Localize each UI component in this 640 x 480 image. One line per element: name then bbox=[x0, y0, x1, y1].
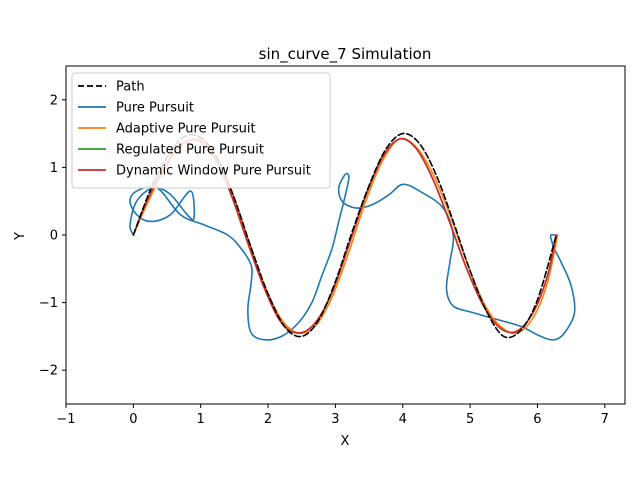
legend-label: Dynamic Window Pure Pursuit bbox=[116, 164, 311, 179]
ticks: −1 0 1 2 3 4 5 6 7 −2 −1 0 1 2 bbox=[39, 93, 609, 427]
x-tick-label: 5 bbox=[466, 412, 474, 427]
legend-label: Regulated Pure Pursuit bbox=[116, 143, 264, 158]
x-tick-label: 6 bbox=[533, 412, 541, 427]
y-tick-label: 0 bbox=[50, 229, 58, 244]
x-tick-label: 7 bbox=[601, 412, 609, 427]
x-tick-label: 3 bbox=[331, 412, 339, 427]
x-tick-label: 1 bbox=[197, 412, 205, 427]
y-tick-label: −1 bbox=[39, 296, 58, 311]
x-tick-label: −1 bbox=[56, 412, 75, 427]
x-tick-label: 4 bbox=[399, 412, 407, 427]
x-tick-label: 0 bbox=[129, 412, 137, 427]
y-axis-label: Y bbox=[13, 232, 28, 241]
series-line-pure-pursuit bbox=[129, 172, 576, 341]
legend-label: Path bbox=[116, 80, 145, 95]
y-tick-label: 2 bbox=[50, 93, 58, 108]
legend-box bbox=[71, 72, 331, 189]
legend-label: Adaptive Pure Pursuit bbox=[116, 122, 256, 137]
chart-title: sin_curve_7 Simulation bbox=[259, 45, 432, 64]
x-tick-label: 2 bbox=[264, 412, 272, 427]
legend: Path Pure Pursuit Adaptive Pure Pursuit Reg… bbox=[71, 72, 331, 189]
y-tick-label: −2 bbox=[39, 364, 58, 379]
y-tick-label: 1 bbox=[50, 161, 58, 176]
legend-label: Pure Pursuit bbox=[116, 101, 194, 116]
x-axis-label: X bbox=[341, 434, 350, 449]
